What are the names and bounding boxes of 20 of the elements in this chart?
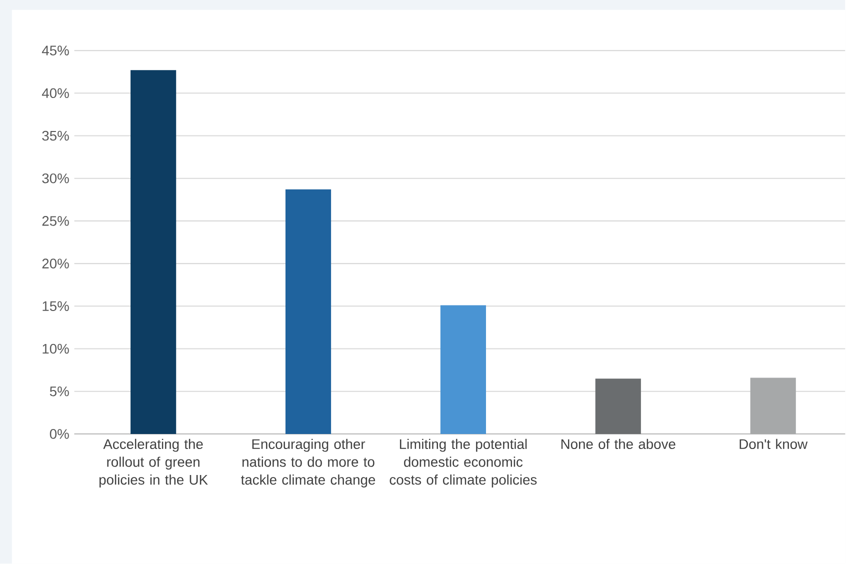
bar: [750, 378, 796, 434]
y-tick-label: 40%: [42, 88, 69, 98]
y-tick-label: 15%: [42, 301, 69, 312]
y-tick-label: 25%: [42, 216, 69, 226]
y-tick-label: 30%: [42, 174, 69, 184]
y-tick-label: 45%: [42, 46, 69, 56]
x-tick-label: Accelerating the rollout of green policies in the UK: [99, 438, 208, 488]
y-tick-label: 0%: [50, 429, 69, 440]
bar: [130, 70, 176, 434]
x-tick-label: None of the above: [561, 438, 676, 450]
x-tick-label: Don't know: [740, 438, 808, 450]
y-tick-label: 20%: [42, 258, 69, 269]
x-tick-label: Encouraging other nations to do more to tackle climate change: [241, 438, 376, 488]
bar: [285, 190, 332, 434]
bar: [440, 305, 486, 434]
x-tick-label: Limiting the potential domestic economic costs of climate policies: [390, 438, 537, 488]
bar: [595, 378, 641, 434]
y-tick-label: 35%: [42, 130, 69, 141]
y-tick-label: 10%: [42, 344, 69, 354]
y-tick-label: 5%: [50, 386, 69, 396]
